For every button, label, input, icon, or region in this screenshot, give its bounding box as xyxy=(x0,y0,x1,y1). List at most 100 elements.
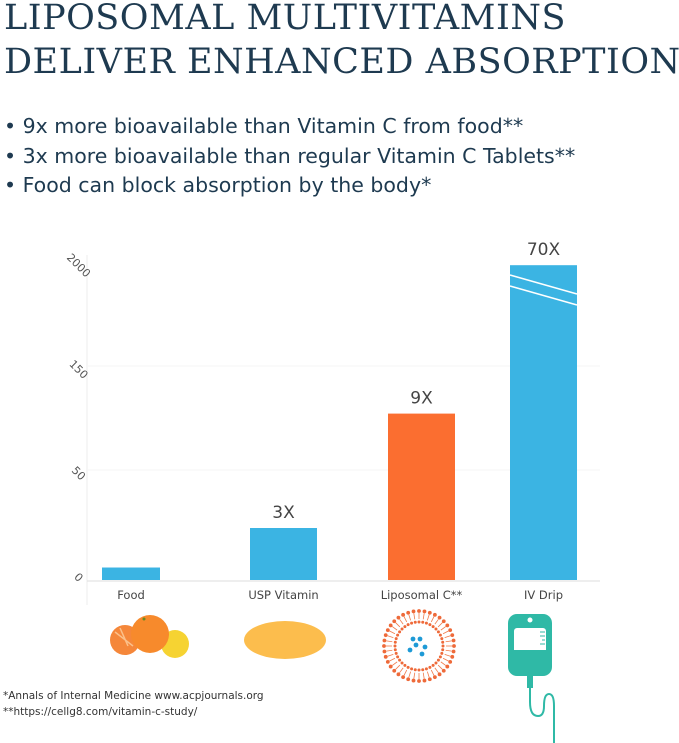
lipid-tail xyxy=(442,630,449,635)
lipid-tail xyxy=(392,626,398,631)
bullet-item: Food can block absorption by the body* xyxy=(4,171,575,201)
lipid-head xyxy=(452,644,456,648)
lipid-head xyxy=(396,672,401,677)
lipid-head xyxy=(406,623,410,627)
lipid-tail xyxy=(413,613,416,620)
bullet-item: 3x more bioavailable than regular Vitami… xyxy=(4,142,576,172)
lipid-tail xyxy=(386,649,393,652)
lipid-head xyxy=(406,665,410,669)
lipid-head xyxy=(382,638,387,643)
lipid-head xyxy=(421,668,425,672)
bullet-item: 9x more bioavailable than Vitamin C from… xyxy=(4,112,575,142)
lipid-head xyxy=(417,620,421,624)
lipid-head xyxy=(445,623,450,628)
lipid-head xyxy=(438,655,442,659)
lipid-head xyxy=(393,644,397,648)
lipid-tail xyxy=(434,667,439,673)
y-tick-label: 50 xyxy=(69,464,88,483)
data-label: 9X xyxy=(410,389,433,409)
lipid-tail xyxy=(426,671,430,678)
lipid-head xyxy=(400,627,404,631)
lipid-head xyxy=(441,668,446,673)
liposome-icon xyxy=(382,609,456,683)
lipid-head xyxy=(383,654,388,659)
bar-usp-vitamin xyxy=(250,528,317,580)
lipid-head xyxy=(396,633,400,637)
lipid-head xyxy=(417,679,421,683)
oranges-lemon-icon xyxy=(110,615,189,658)
lipid-head xyxy=(382,649,387,654)
vitamin-dot xyxy=(419,651,425,657)
lipid-head xyxy=(450,633,455,638)
lipid-head xyxy=(424,621,428,625)
lipid-head xyxy=(436,658,440,662)
lipid-tail xyxy=(440,661,446,666)
lipid-head xyxy=(383,633,388,638)
lipid-head xyxy=(428,665,432,669)
lipid-tail xyxy=(392,661,398,666)
lipid-head xyxy=(424,667,428,671)
lipid-tail xyxy=(387,653,394,657)
lipid-head xyxy=(448,628,453,633)
lipid-head xyxy=(411,609,416,614)
lipid-head xyxy=(385,628,390,633)
lipid-head xyxy=(428,623,432,627)
lipid-head xyxy=(400,661,404,665)
category-label: Liposomal C** xyxy=(381,588,463,602)
lipid-head xyxy=(441,640,445,644)
lipid-head xyxy=(394,651,398,655)
lipid-head xyxy=(403,663,407,667)
lipid-head xyxy=(451,638,456,643)
lipid-tail xyxy=(395,664,401,670)
lipid-head xyxy=(432,675,437,680)
category-label: Food xyxy=(117,588,145,602)
bullet-list: 9x more bioavailable than Vitamin C from… xyxy=(4,112,576,201)
bar-food xyxy=(102,567,160,580)
lipid-head xyxy=(427,677,432,682)
axis-break-line xyxy=(509,274,578,295)
vitamin-dot xyxy=(413,642,419,648)
bar-liposomal-c- xyxy=(388,413,455,580)
lipid-tail xyxy=(445,649,452,652)
footnote-2: **https://cellg8.com/vitamin-c-study/ xyxy=(3,706,198,718)
lipid-tail xyxy=(403,616,408,623)
lipid-tail xyxy=(399,667,404,673)
lipid-tail xyxy=(386,640,393,643)
lipid-head xyxy=(411,678,416,683)
lipid-head xyxy=(440,651,444,655)
lipid-head xyxy=(437,672,442,677)
lipid-head xyxy=(396,655,400,659)
lipid-head xyxy=(401,675,406,680)
lipid-tail xyxy=(440,626,446,631)
lipid-tail xyxy=(399,619,404,625)
y-tick-label: 2000 xyxy=(64,251,93,280)
lipid-head xyxy=(388,623,393,628)
lipid-head xyxy=(436,630,440,634)
title-line-1: LIPOSOMAL MULTIVITAMINS xyxy=(4,0,566,38)
lipid-head xyxy=(438,633,442,637)
category-label: USP Vitamin xyxy=(248,588,318,602)
lipid-head xyxy=(417,609,421,613)
title-line-2: DELIVER ENHANCED ABSORPTION. xyxy=(4,42,679,82)
lipid-tail xyxy=(403,669,408,676)
lipid-tail xyxy=(445,640,452,643)
lipid-tail xyxy=(444,635,451,639)
lipid-tail xyxy=(442,657,449,662)
lipid-tail xyxy=(408,614,412,621)
lipid-head xyxy=(413,668,417,672)
lipid-head xyxy=(422,678,427,683)
vitamin-dot xyxy=(407,647,413,653)
axis-break-line xyxy=(509,285,578,306)
lipid-head xyxy=(422,609,427,614)
lipid-tail xyxy=(413,672,416,679)
lipid-head xyxy=(396,615,401,620)
lipid-head xyxy=(394,637,398,641)
lipid-tail xyxy=(389,657,396,662)
footnote-1: *Annals of Internal Medicine www.acpjour… xyxy=(3,690,264,702)
lipid-head xyxy=(441,644,445,648)
bar-iv-drip xyxy=(510,265,577,580)
lipid-head xyxy=(432,612,437,617)
lipid-head xyxy=(431,625,435,629)
lipid-head xyxy=(382,644,386,648)
